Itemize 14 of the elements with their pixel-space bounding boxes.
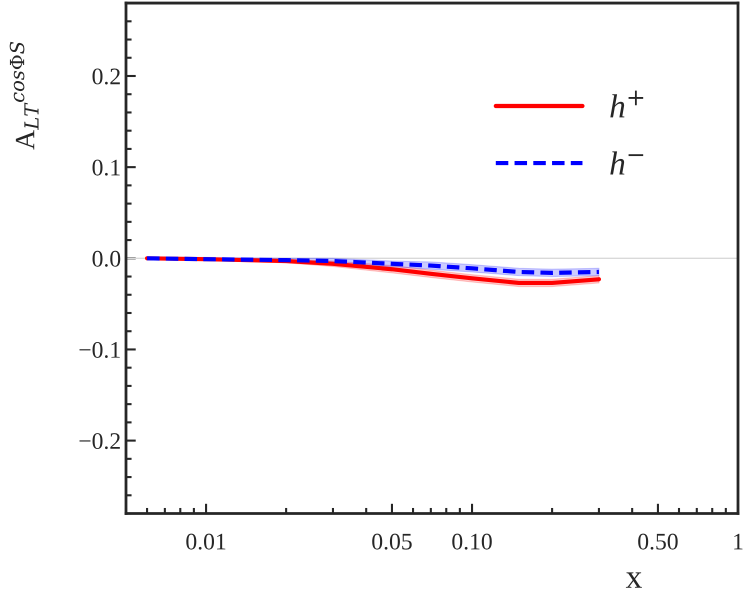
x-axis-title: x bbox=[626, 572, 642, 588]
x-tick-label: 0.05 bbox=[372, 534, 412, 550]
x-tick-label: 0.10 bbox=[452, 534, 492, 550]
x-tick-label: 0.01 bbox=[186, 534, 226, 550]
x-tick-label: 0.50 bbox=[638, 534, 678, 550]
y-tick-label: 0.1 bbox=[92, 160, 120, 176]
y-axis-title: A$_{LT}$$^{cosΦS}$ bbox=[10, 42, 39, 150]
y-tick-label: 0.0 bbox=[92, 250, 120, 267]
y-tick-label: −0.2 bbox=[79, 433, 120, 450]
y-tick-label: −0.1 bbox=[79, 342, 120, 358]
x-tick-label: 1 bbox=[734, 534, 742, 550]
y-tick-label: 0.2 bbox=[92, 68, 120, 85]
legend-label: h$^{−}$ bbox=[610, 151, 644, 175]
legend-label: h$^{+}$ bbox=[610, 90, 644, 118]
